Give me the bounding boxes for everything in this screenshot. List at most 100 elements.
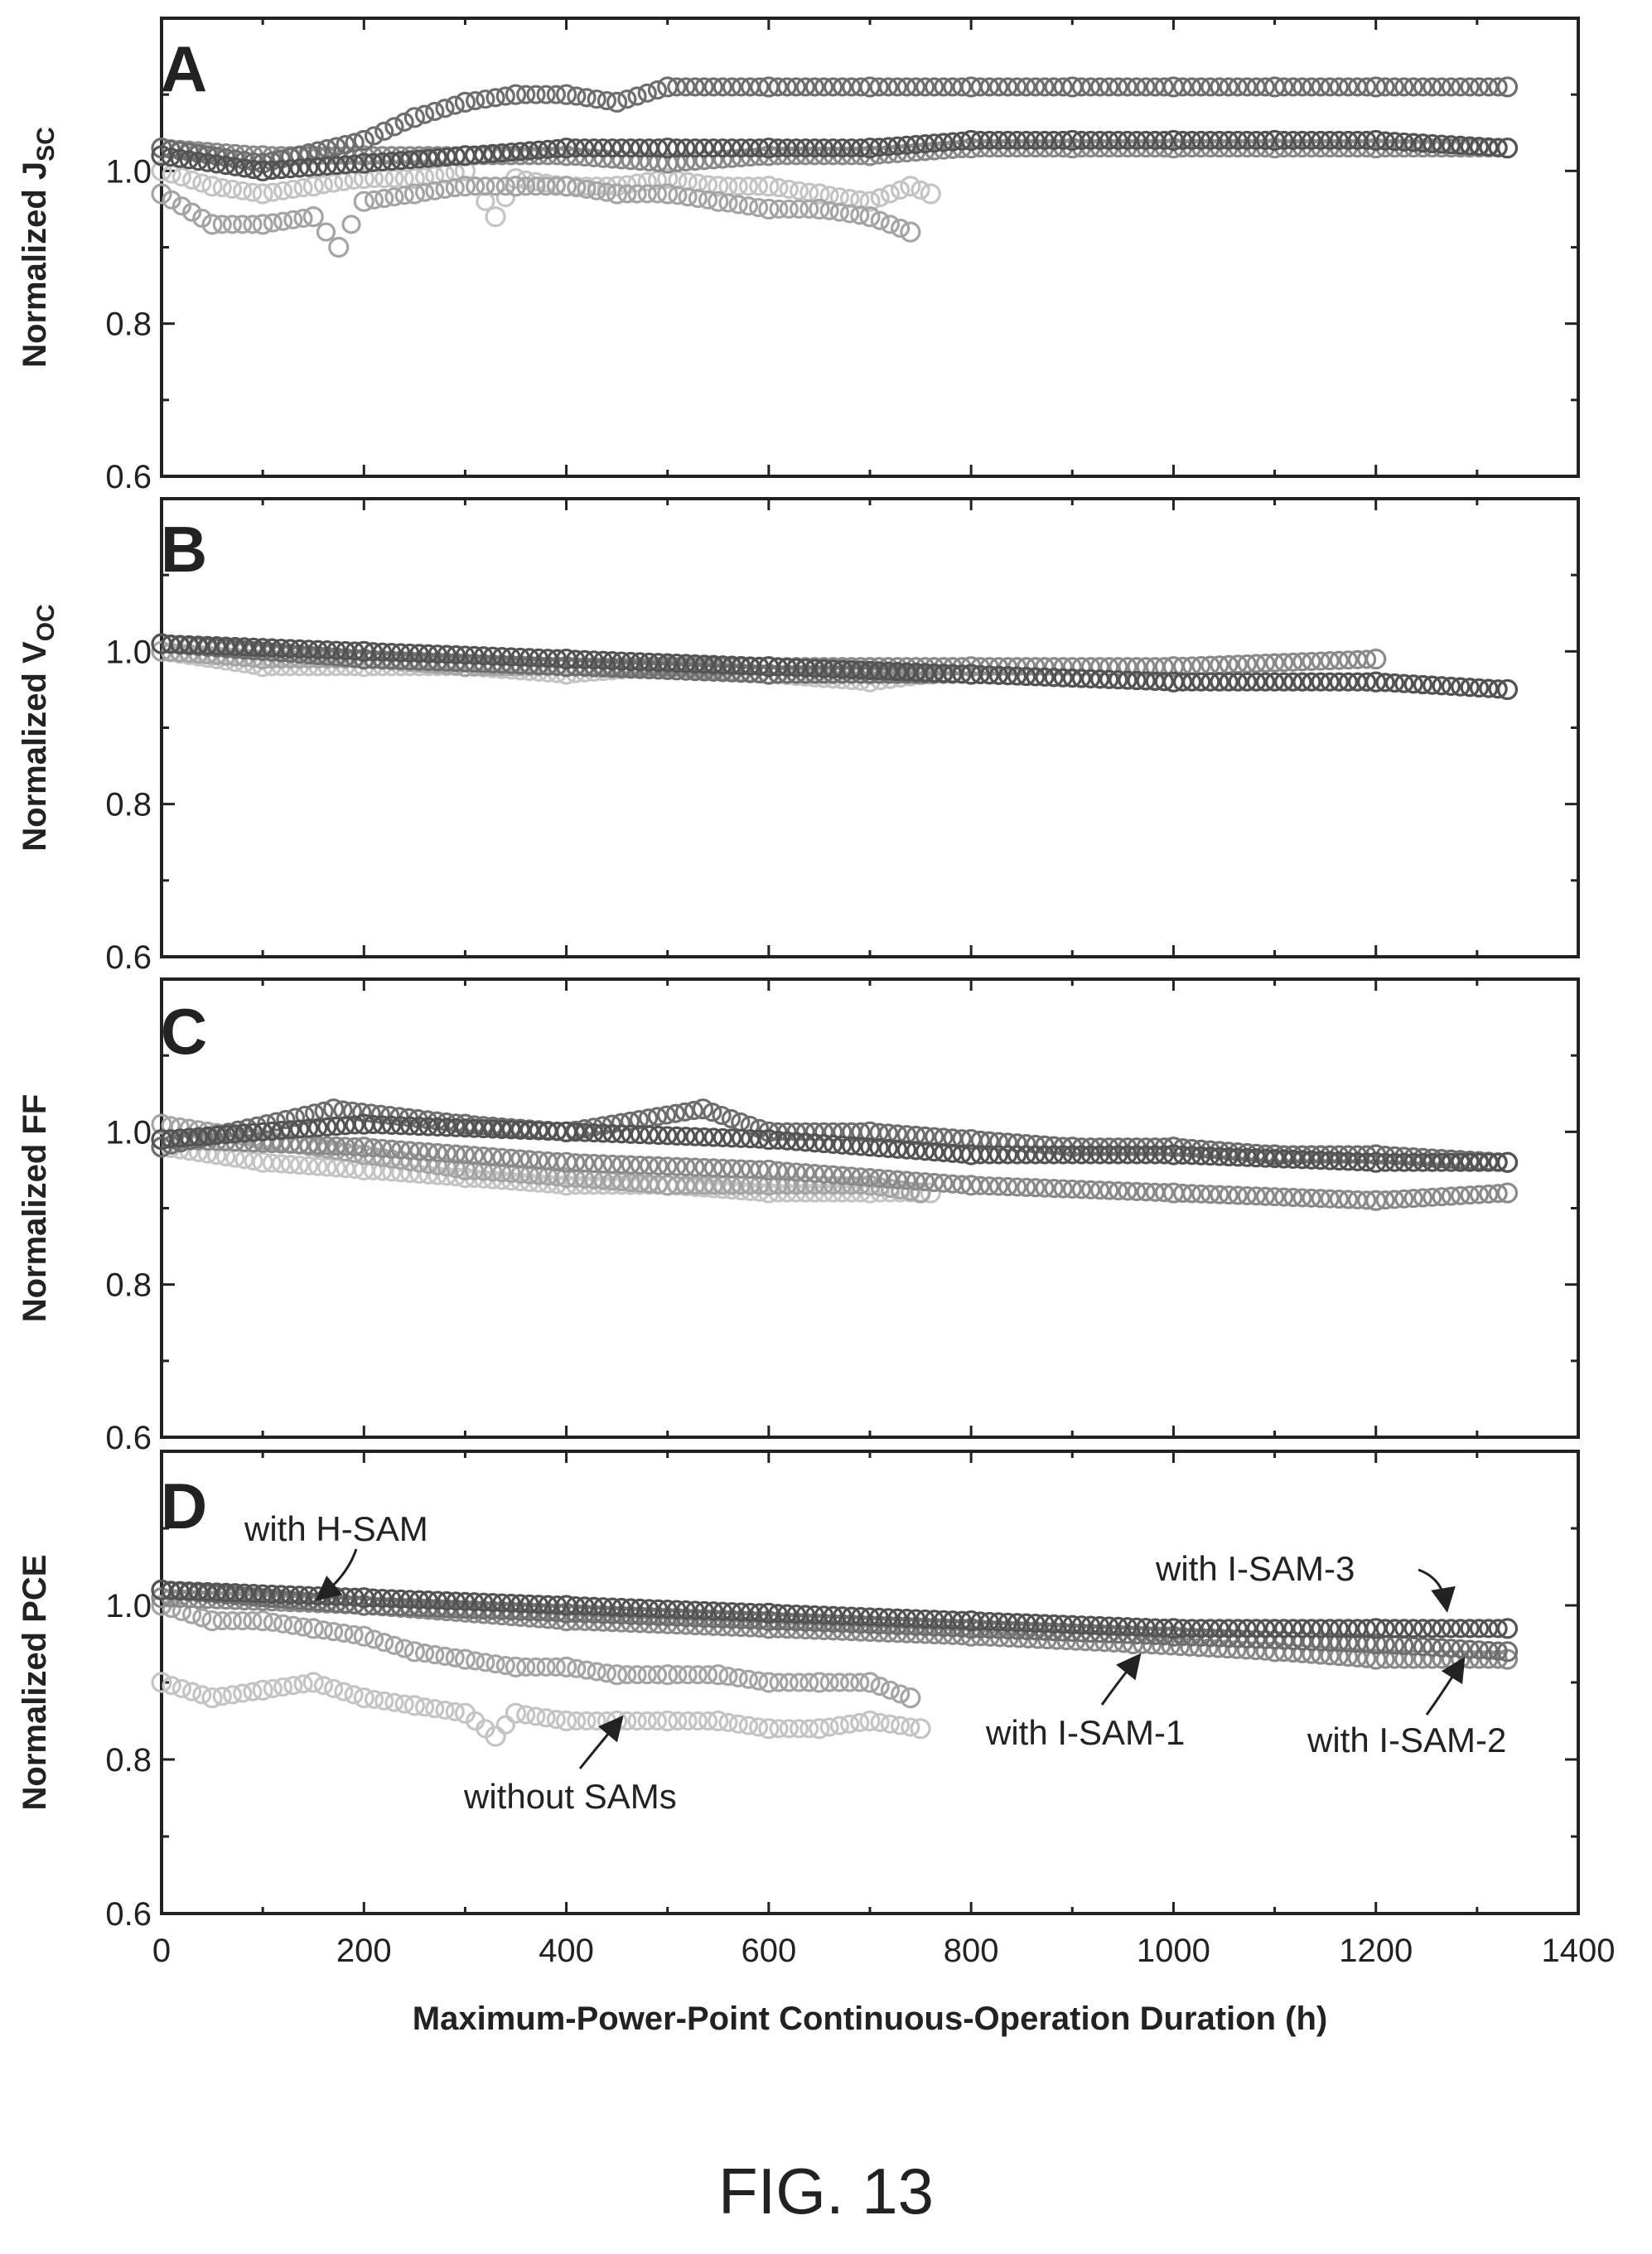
- trail-point: [896, 135, 917, 155]
- trail-point: [299, 157, 319, 177]
- trail-point: [263, 1678, 283, 1699]
- trail-point: [529, 648, 548, 668]
- trail-point: [425, 101, 445, 122]
- data-point: [505, 176, 527, 197]
- trail-point: [1118, 657, 1138, 677]
- annotation-label: with I-SAM-1: [985, 1713, 1185, 1752]
- trail-point: [425, 1644, 445, 1665]
- trail-point: [1200, 130, 1220, 151]
- trail-point: [731, 1112, 751, 1132]
- series-with-i-sam-3: [151, 633, 1519, 701]
- data-point: [1496, 1151, 1519, 1173]
- trail-point: [495, 1715, 515, 1735]
- trail-point: [870, 1712, 890, 1732]
- trail-point: [768, 1604, 788, 1624]
- trail-point: [427, 1590, 447, 1610]
- trail-point: [495, 176, 515, 196]
- data-point: [708, 1664, 729, 1686]
- trail-point: [1375, 1619, 1395, 1639]
- trail-point: [952, 664, 972, 684]
- trail-point: [271, 1134, 291, 1154]
- trail-point: [1403, 1147, 1423, 1167]
- trail-point: [1264, 1187, 1285, 1207]
- trail-point: [1320, 1151, 1340, 1170]
- trail-point: [970, 1175, 990, 1195]
- data-point: [454, 91, 476, 113]
- trail-point: [233, 215, 253, 234]
- trail-point: [1432, 1638, 1452, 1658]
- trail-point: [891, 218, 911, 239]
- trail-point: [1423, 133, 1442, 154]
- series-with-h-sam: [151, 176, 921, 258]
- trail-point: [869, 77, 889, 97]
- trail-point: [1035, 77, 1055, 97]
- trail-point: [391, 1589, 411, 1609]
- trail-point: [1200, 672, 1220, 692]
- trail-point: [851, 1167, 871, 1187]
- trail-point: [253, 1122, 273, 1141]
- data-point: [252, 1610, 273, 1632]
- trail-point: [363, 1161, 383, 1180]
- trail-point: [1479, 1619, 1499, 1639]
- trail-point: [427, 644, 447, 664]
- trail-point: [1154, 130, 1174, 151]
- x-axis-title: Maximum-Power-Point Continuous-Operation…: [413, 2001, 1327, 2037]
- trail-point: [464, 145, 485, 165]
- data-point: [758, 1672, 780, 1693]
- trail-point: [952, 77, 972, 97]
- trail-point: [308, 640, 328, 659]
- trail-point: [384, 1635, 404, 1655]
- trail-point: [1118, 77, 1138, 97]
- trail-point: [804, 77, 824, 97]
- trail-point: [1329, 130, 1349, 151]
- x-tick-label: 1000: [1137, 1933, 1210, 1969]
- trail-point: [804, 659, 824, 678]
- data-point: [353, 191, 374, 212]
- trail-point: [435, 99, 455, 118]
- data-point: [201, 176, 223, 197]
- trail-point: [425, 181, 445, 200]
- data-point: [1365, 648, 1387, 670]
- trail-point: [1423, 1637, 1442, 1658]
- trail-point: [769, 1719, 789, 1739]
- trail-point: [1127, 1617, 1147, 1637]
- trail-point: [1228, 1185, 1248, 1205]
- trail-point: [1292, 1619, 1312, 1639]
- trail-point: [510, 1149, 530, 1169]
- trail-point: [1062, 657, 1082, 677]
- trail-point: [1375, 1190, 1395, 1210]
- trail-point: [749, 197, 769, 218]
- trail-point: [1357, 1634, 1377, 1653]
- trail-point: [1017, 1613, 1036, 1633]
- trail-point: [728, 1668, 748, 1688]
- trail-point: [1413, 138, 1433, 158]
- data-point: [758, 198, 780, 220]
- trail-point: [1441, 135, 1461, 155]
- trail-point: [1274, 1630, 1294, 1650]
- data-point: [353, 129, 374, 152]
- trail-point: [192, 1685, 212, 1705]
- trail-point: [1338, 650, 1359, 670]
- series-with-i-sam-3: [151, 1113, 1519, 1173]
- trail-point: [722, 655, 742, 675]
- trail-point: [685, 138, 705, 158]
- trail-point: [1488, 1641, 1508, 1661]
- trail-point: [1460, 678, 1480, 697]
- trail-point: [427, 147, 447, 168]
- trail-point: [299, 640, 319, 659]
- trail-point: [446, 1144, 466, 1164]
- trail-point: [750, 1160, 770, 1180]
- trail-point: [1488, 1184, 1508, 1204]
- trail-point: [750, 77, 770, 97]
- trail-point: [409, 149, 429, 169]
- trail-point: [1154, 77, 1174, 97]
- trail-point: [161, 147, 181, 167]
- trail-point: [334, 1682, 354, 1701]
- trail-point: [851, 138, 871, 158]
- trail-point: [516, 1657, 536, 1677]
- trail-point: [1109, 1180, 1128, 1201]
- trail-point: [161, 1129, 181, 1149]
- trail-point: [678, 187, 698, 207]
- trail-point: [721, 1108, 741, 1129]
- trail-point: [1191, 1619, 1211, 1639]
